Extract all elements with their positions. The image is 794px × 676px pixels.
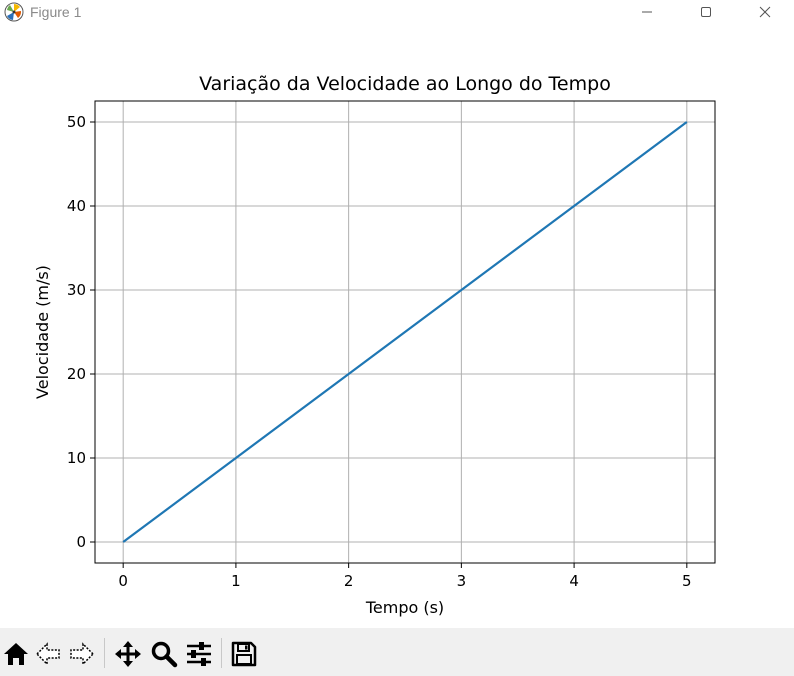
arrow-left-icon — [34, 640, 62, 668]
matplotlib-logo-icon — [4, 2, 24, 22]
zoom-button[interactable] — [148, 638, 180, 670]
close-icon — [759, 6, 771, 18]
x-tick-label: 1 — [231, 572, 241, 590]
forward-button[interactable] — [66, 638, 98, 670]
y-tick-label: 20 — [67, 365, 86, 383]
toolbar-separator — [104, 638, 105, 668]
maximize-button[interactable] — [683, 0, 729, 24]
maximize-icon — [700, 6, 712, 18]
x-tick-label: 0 — [118, 572, 128, 590]
floppy-disk-icon — [230, 640, 258, 668]
y-tick-label: 0 — [76, 533, 86, 551]
axes-frame — [94, 100, 716, 564]
series-line — [122, 121, 688, 543]
home-button[interactable] — [0, 638, 32, 670]
x-axis-label: Tempo (s) — [365, 598, 444, 617]
grid — [95, 101, 715, 563]
magnifier-icon — [150, 640, 178, 668]
x-tick-label: 3 — [457, 572, 467, 590]
home-icon — [2, 640, 30, 668]
figure-canvas[interactable]: 0 1 2 3 4 5 0 10 20 30 40 50 Variação da Velocidade… — [0, 28, 794, 628]
navigation-toolbar — [0, 628, 794, 676]
configure-subplots-button[interactable] — [183, 638, 215, 670]
x-tick-label: 5 — [682, 572, 692, 590]
arrow-right-icon — [68, 640, 96, 668]
chart-title: Variação da Velocidade ao Longo do Tempo — [199, 73, 611, 95]
sliders-icon — [185, 640, 213, 668]
save-button[interactable] — [228, 638, 260, 670]
move-icon — [114, 640, 142, 668]
x-tick-label: 4 — [569, 572, 579, 590]
y-tick-label: 50 — [67, 113, 86, 131]
minimize-button[interactable] — [624, 0, 670, 24]
window-title: Figure 1 — [30, 4, 82, 20]
close-button[interactable] — [742, 0, 788, 24]
back-button[interactable] — [32, 638, 64, 670]
minimize-icon — [641, 6, 653, 18]
y-tick-label: 30 — [67, 281, 86, 299]
series-layer — [122, 121, 688, 543]
x-tick-label: 2 — [344, 572, 354, 590]
y-tick-label: 10 — [67, 449, 86, 467]
toolbar-separator — [221, 638, 222, 668]
window-titlebar: Figure 1 — [0, 0, 794, 24]
y-tick-label: 40 — [67, 197, 86, 215]
pan-button[interactable] — [112, 638, 144, 670]
y-axis-label: Velocidade (m/s) — [33, 265, 52, 399]
